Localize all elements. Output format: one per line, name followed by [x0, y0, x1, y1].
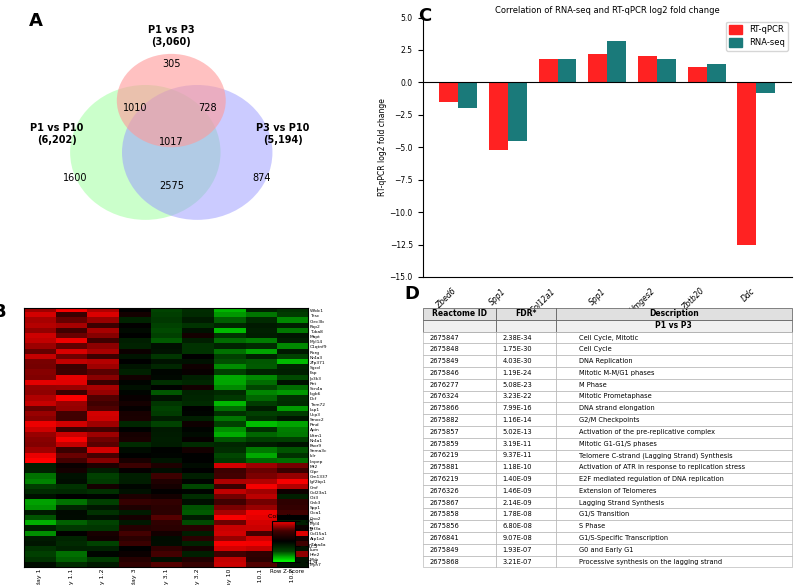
Bar [706, 64, 726, 82]
Text: P1 vs P10
(6,202): P1 vs P10 (6,202) [30, 123, 84, 145]
Bar [489, 82, 508, 150]
Text: 728: 728 [198, 104, 217, 113]
Bar [538, 59, 558, 82]
Title: Correlation of RNA-seq and RT-qPCR log2 fold change: Correlation of RNA-seq and RT-qPCR log2 … [495, 6, 720, 15]
Ellipse shape [122, 85, 273, 220]
Text: P3 vs P10
(5,194): P3 vs P10 (5,194) [256, 123, 310, 145]
Bar [756, 82, 775, 93]
Text: 2575: 2575 [158, 181, 184, 191]
Text: B: B [0, 303, 6, 321]
Text: 1017: 1017 [159, 137, 183, 147]
Text: 1600: 1600 [63, 173, 87, 183]
Y-axis label: RT-qPCR log2 fold change: RT-qPCR log2 fold change [378, 98, 387, 196]
Text: A: A [29, 12, 42, 30]
Bar [607, 41, 626, 82]
Bar [508, 82, 526, 141]
Bar [657, 59, 676, 82]
Bar [558, 59, 577, 82]
Text: C: C [418, 7, 432, 25]
Legend: RT-qPCR, RNA-seq: RT-qPCR, RNA-seq [726, 22, 788, 51]
Text: 874: 874 [253, 173, 271, 183]
Ellipse shape [70, 85, 221, 220]
Bar [738, 82, 756, 245]
Bar [589, 54, 607, 82]
Text: D: D [404, 285, 419, 303]
Bar [688, 67, 706, 82]
Text: P1 vs P3
(3,060): P1 vs P3 (3,060) [148, 25, 194, 46]
Bar [638, 57, 657, 82]
Text: 1010: 1010 [122, 104, 147, 113]
Ellipse shape [117, 54, 226, 147]
Bar [439, 82, 458, 102]
X-axis label: RNA-seq log2 fold change: RNA-seq log2 fold change [558, 321, 657, 330]
Text: 305: 305 [162, 59, 181, 69]
Title: Color Key: Color Key [268, 514, 298, 519]
Text: Row Z-Score: Row Z-Score [270, 569, 304, 574]
Bar [458, 82, 477, 108]
